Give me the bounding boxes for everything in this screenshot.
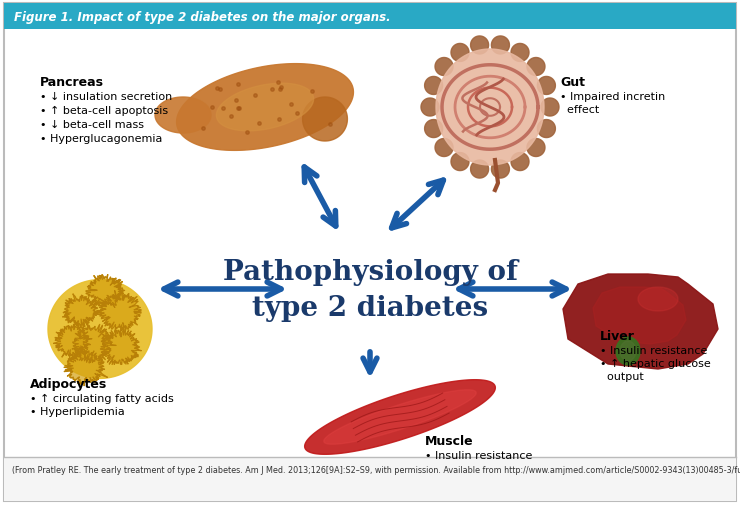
Text: Liver: Liver <box>600 329 635 342</box>
Polygon shape <box>86 275 125 308</box>
Polygon shape <box>471 37 488 55</box>
Polygon shape <box>324 390 476 444</box>
Text: Gut: Gut <box>560 76 585 89</box>
Text: • ↓ insulation secretion: • ↓ insulation secretion <box>40 92 172 102</box>
Polygon shape <box>435 59 453 76</box>
Polygon shape <box>563 274 718 369</box>
Polygon shape <box>511 44 529 62</box>
Polygon shape <box>53 325 92 358</box>
Polygon shape <box>72 322 116 364</box>
Text: Figure 1. Impact of type 2 diabetes on the major organs.: Figure 1. Impact of type 2 diabetes on t… <box>14 11 391 23</box>
Polygon shape <box>620 341 636 361</box>
Text: • Insulin resistance: • Insulin resistance <box>600 345 707 356</box>
Polygon shape <box>177 65 354 151</box>
Polygon shape <box>541 99 559 117</box>
Polygon shape <box>425 77 443 95</box>
Text: • Insulin resistance: • Insulin resistance <box>425 450 532 460</box>
Polygon shape <box>593 287 686 344</box>
Polygon shape <box>96 288 141 331</box>
Text: • Hyperlipidemia: • Hyperlipidemia <box>30 406 125 416</box>
Polygon shape <box>451 44 469 62</box>
Text: • ↑ hepatic glucose: • ↑ hepatic glucose <box>600 358 710 368</box>
Text: (From Pratley RE. The early treatment of type 2 diabetes. Am J Med. 2013;126[9A]: (From Pratley RE. The early treatment of… <box>12 465 740 474</box>
Text: • ↑ beta-cell apoptosis: • ↑ beta-cell apoptosis <box>40 106 168 116</box>
Text: Adipocytes: Adipocytes <box>30 377 107 390</box>
Polygon shape <box>537 120 556 138</box>
Text: • ↓ beta-cell mass: • ↓ beta-cell mass <box>40 120 144 130</box>
Polygon shape <box>527 59 545 76</box>
Polygon shape <box>638 287 678 312</box>
Text: Pathophysiology of: Pathophysiology of <box>223 258 517 285</box>
Polygon shape <box>471 161 488 179</box>
Polygon shape <box>491 161 509 179</box>
Polygon shape <box>511 153 529 171</box>
Text: • ↑ circulating fatty acids: • ↑ circulating fatty acids <box>30 393 174 403</box>
Text: • Impaired incretin: • Impaired incretin <box>560 92 665 102</box>
Polygon shape <box>305 380 495 454</box>
Polygon shape <box>435 139 453 157</box>
Text: Pancreas: Pancreas <box>40 76 104 89</box>
FancyBboxPatch shape <box>4 4 736 501</box>
Polygon shape <box>436 50 544 166</box>
Polygon shape <box>421 99 439 117</box>
Text: effect: effect <box>560 105 599 115</box>
Polygon shape <box>48 280 152 379</box>
Polygon shape <box>63 294 101 328</box>
Text: type 2 diabetes: type 2 diabetes <box>252 294 488 321</box>
Polygon shape <box>491 37 509 55</box>
Polygon shape <box>155 98 211 134</box>
Polygon shape <box>101 328 141 365</box>
Polygon shape <box>216 84 314 132</box>
Text: output: output <box>600 371 644 381</box>
Text: Muscle: Muscle <box>425 434 474 447</box>
Polygon shape <box>425 120 443 138</box>
Polygon shape <box>537 77 556 95</box>
Text: • Hyperglucagonemia: • Hyperglucagonemia <box>40 134 162 144</box>
Polygon shape <box>527 139 545 157</box>
FancyBboxPatch shape <box>4 457 736 501</box>
Polygon shape <box>303 98 347 142</box>
Polygon shape <box>64 348 107 386</box>
Polygon shape <box>616 337 640 365</box>
Polygon shape <box>451 153 469 171</box>
FancyBboxPatch shape <box>4 4 736 30</box>
